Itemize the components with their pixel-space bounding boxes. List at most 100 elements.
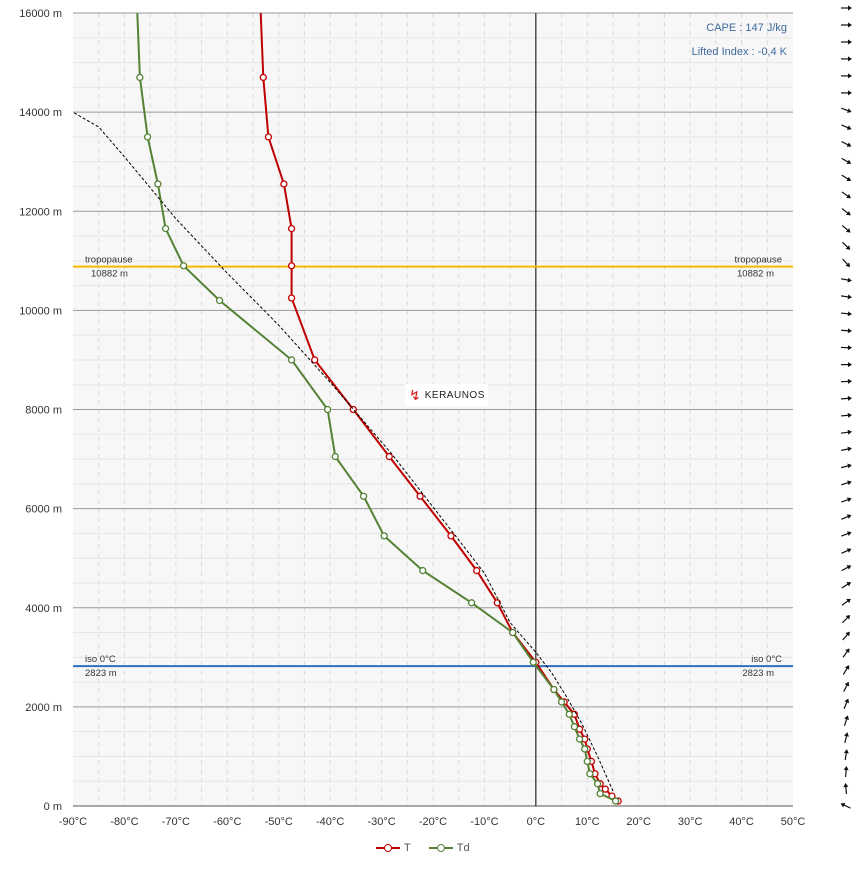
Td-point	[143, 133, 152, 141]
wind-arrow-icon	[841, 208, 851, 216]
wind-arrow-icon	[840, 395, 852, 401]
wind-arrow-icon	[841, 73, 852, 79]
wind-arrow-icon	[841, 191, 851, 199]
wind-arrow-icon	[843, 681, 850, 692]
wind-arrow-icon	[840, 446, 852, 452]
Td-point	[529, 658, 537, 666]
x-tick-label: -20°C	[419, 816, 447, 828]
Td-point	[419, 566, 427, 575]
wind-arrow-icon	[840, 412, 852, 418]
x-tick-label: -80°C	[110, 816, 138, 828]
T-point	[601, 785, 609, 793]
tropopause-value-label: 10882 m	[91, 269, 128, 280]
wind-arrow-icon	[841, 157, 852, 164]
Td-point	[509, 628, 517, 637]
Td-point	[581, 745, 589, 753]
T-point	[259, 73, 267, 82]
T-point	[264, 133, 273, 141]
wind-arrow-icon	[843, 749, 849, 761]
wind-arrow-icon	[841, 107, 852, 113]
y-tick-label: 16000 m	[19, 8, 62, 20]
T-series-line	[259, 12, 619, 802]
wind-arrow-icon	[841, 497, 852, 503]
y-tick-label: 0 m	[44, 801, 62, 813]
T-point	[280, 180, 288, 188]
cape-label: CAPE : 147 J/kg	[706, 22, 787, 34]
Td-point	[557, 698, 566, 706]
Td-point	[583, 757, 591, 766]
wind-arrow-icon	[842, 614, 851, 624]
Td-point	[215, 296, 224, 305]
tropopause-label: tropopause	[85, 255, 133, 266]
T-point	[447, 532, 455, 540]
wind-arrow-icon	[841, 39, 852, 45]
Td-point	[575, 735, 584, 743]
y-axis-ticks: 0 m 2000 m 4000 m 6000 m 8000 m 10000 m 12000 …	[19, 8, 62, 813]
x-tick-label: 30°C	[678, 816, 703, 828]
T-point	[416, 492, 424, 500]
Td-point	[136, 73, 144, 82]
x-tick-label: -70°C	[162, 816, 190, 828]
wind-arrow-icon	[840, 378, 852, 384]
wind-arrow-icon	[840, 311, 852, 317]
x-tick-label: -30°C	[367, 816, 395, 828]
wind-arrow-icon	[842, 631, 850, 641]
wind-arrow-icon	[840, 277, 852, 283]
reference-lines: tropopause 10882 m tropopause 10882 m iso 0°…	[73, 255, 793, 679]
legend-item-t[interactable]: T	[376, 842, 411, 854]
Td-point	[323, 405, 332, 414]
parcel-series-line	[72, 111, 614, 792]
legend[interactable]: T Td	[376, 842, 470, 854]
wind-arrow-icon	[842, 258, 851, 268]
T-point	[287, 224, 296, 233]
y-tick-label: 12000 m	[19, 206, 62, 218]
T-point	[287, 294, 296, 302]
wind-arrow-icon	[841, 224, 851, 233]
wind-arrow-icon	[841, 362, 852, 368]
wind-arrow-icon	[841, 241, 851, 250]
wind-arrow-icon	[841, 141, 852, 147]
axes	[73, 13, 793, 807]
x-axis-ticks: -90°C -80°C -70°C -60°C -50°C -40°C -30°C -20°C…	[59, 816, 805, 828]
y-tick-label: 6000 m	[25, 504, 62, 516]
wind-arrow-icon	[842, 648, 850, 658]
wind-arrow-icon	[840, 802, 851, 809]
wind-arrow-icon	[840, 345, 852, 351]
x-tick-label: 50°C	[781, 816, 806, 828]
y-tick-label: 14000 m	[19, 107, 62, 119]
lightning-icon: ↯	[409, 387, 421, 403]
Td-point	[179, 262, 188, 270]
wind-arrow-icon	[840, 429, 852, 435]
wind-arrow-icon	[842, 665, 850, 675]
wind-arrow-icon	[841, 565, 852, 572]
Td-point	[586, 770, 594, 778]
wind-arrows	[840, 5, 852, 809]
wind-arrow-icon	[840, 328, 852, 334]
wind-arrow-icon	[841, 514, 852, 520]
T-point	[385, 452, 393, 461]
iso-label: iso 0°C	[85, 654, 116, 665]
wind-arrow-icon	[844, 732, 849, 744]
wind-arrow-icon	[841, 582, 852, 589]
T-point	[473, 566, 481, 575]
x-tick-label: 10°C	[575, 816, 600, 828]
legend-item-td[interactable]: Td	[428, 842, 470, 854]
y-tick-label: 10000 m	[19, 305, 62, 317]
wind-arrow-icon	[843, 766, 849, 778]
wind-arrow-icon	[841, 56, 852, 62]
Td-point	[161, 224, 170, 233]
Td-point	[154, 180, 162, 188]
wind-arrow-icon	[841, 90, 852, 96]
wind-arrow-icon	[841, 22, 852, 28]
Td-point	[611, 797, 620, 805]
wind-arrow-icon	[840, 294, 852, 300]
y-tick-label: 2000 m	[25, 702, 62, 714]
x-tick-label: 20°C	[626, 816, 651, 828]
legend-label-td: Td	[456, 842, 470, 854]
brand-logo: ↯ KERAUNOS	[405, 384, 488, 406]
wind-arrow-icon	[841, 5, 852, 11]
y-tick-label: 4000 m	[25, 603, 62, 615]
wind-arrow-icon	[841, 174, 852, 181]
info-panel: CAPE : 147 J/kg Lifted Index : -0,4 K	[692, 22, 788, 58]
x-tick-label: -50°C	[265, 816, 293, 828]
